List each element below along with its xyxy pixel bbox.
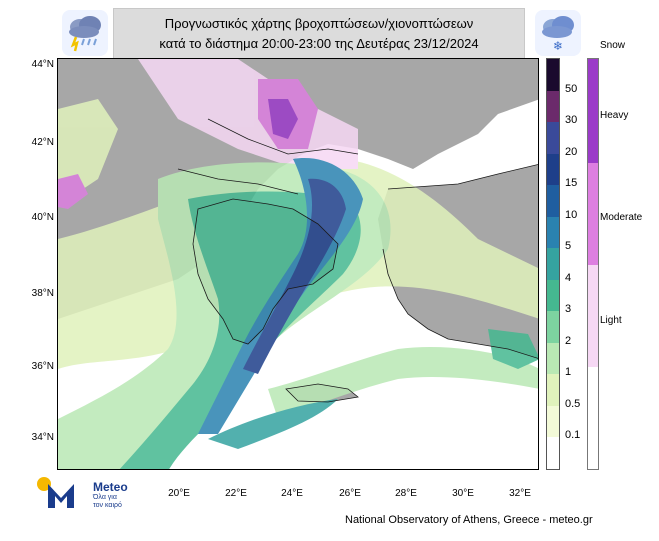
snow-scale-title: Snow	[600, 40, 626, 51]
lon-label: 32°E	[509, 488, 531, 499]
rain-colorbar-segment	[547, 248, 559, 281]
lon-label: 22°E	[225, 488, 247, 499]
lon-label: 30°E	[452, 488, 474, 499]
rain-colorbar-segment	[547, 59, 559, 92]
snow-cloud-icon: ❄	[535, 10, 581, 56]
rain-scale-label: 15	[565, 177, 578, 190]
logo-brand: Meteo	[93, 480, 128, 494]
rain-scale-label: 4	[565, 271, 572, 284]
rain-scale-label: 10	[565, 208, 578, 221]
lon-label: 20°E	[168, 488, 190, 499]
svg-text:❄: ❄	[553, 39, 563, 53]
lat-label: 40°N	[31, 212, 54, 223]
rain-scale-label: 30	[565, 114, 578, 127]
rain-colorbar	[546, 58, 560, 470]
rain-colorbar-segment	[547, 122, 559, 155]
rain-scale-label: 20	[565, 145, 578, 158]
rain-scale-label: 0.5	[565, 397, 581, 410]
rain-scale-label: 50	[565, 82, 578, 95]
logo-tagline-2: τον καιρό	[93, 502, 122, 509]
rain-cloud-icon	[62, 10, 108, 56]
rain-colorbar-segment	[547, 405, 559, 438]
lon-label: 28°E	[395, 488, 417, 499]
rain-scale-label: 1	[565, 366, 572, 379]
snow-label-heavy: Heavy	[600, 110, 629, 121]
footer-credit: National Observatory of Athens, Greece -…	[345, 514, 593, 526]
lat-label: 36°N	[31, 361, 54, 372]
map-canvas	[58, 59, 538, 469]
snow-heavy-segment	[588, 59, 598, 163]
lat-label: 34°N	[31, 432, 54, 443]
snow-none-segment	[588, 367, 598, 469]
snow-moderate-segment	[588, 163, 598, 265]
rain-colorbar-segment	[547, 153, 559, 186]
rain-colorbar-segment	[547, 437, 559, 470]
map-title-line1: Προγνωστικός χάρτης βροχοπτώσεων/χιονοπτ…	[164, 16, 474, 31]
rain-scale-label: 0.1	[565, 429, 581, 442]
rain-scale-label: 2	[565, 334, 572, 347]
snow-label-light: Light	[600, 315, 622, 326]
rain-colorbar-segment	[547, 374, 559, 407]
lat-label: 42°N	[31, 137, 54, 148]
meteo-logo-icon	[37, 477, 74, 508]
snow-light-segment	[588, 265, 598, 367]
rain-scale-label: 3	[565, 303, 572, 316]
rain-colorbar-segment	[547, 311, 559, 344]
rain-scale-label: 5	[565, 240, 572, 253]
precipitation-map	[57, 58, 539, 470]
lat-label: 44°N	[31, 59, 54, 70]
lat-label: 38°N	[31, 288, 54, 299]
rain-colorbar-segment	[547, 90, 559, 123]
lon-label: 24°E	[281, 488, 303, 499]
rain-colorbar-segment	[547, 216, 559, 249]
snow-label-moderate: Moderate	[600, 212, 643, 223]
map-title-line2: κατά το διάστημα 20:00-23:00 της Δευτέρα…	[159, 36, 479, 51]
coastlines	[177, 118, 538, 403]
rain-colorbar-segment	[547, 185, 559, 218]
map-title-box: Προγνωστικός χάρτης βροχοπτώσεων/χιονοπτ…	[113, 8, 525, 60]
lon-label: 26°E	[339, 488, 361, 499]
rain-colorbar-segment	[547, 342, 559, 375]
precipitation-overlay	[58, 59, 538, 469]
rain-colorbar-segment	[547, 279, 559, 312]
snow-colorbar	[587, 58, 599, 470]
logo-tagline-1: Όλα για	[93, 494, 117, 501]
